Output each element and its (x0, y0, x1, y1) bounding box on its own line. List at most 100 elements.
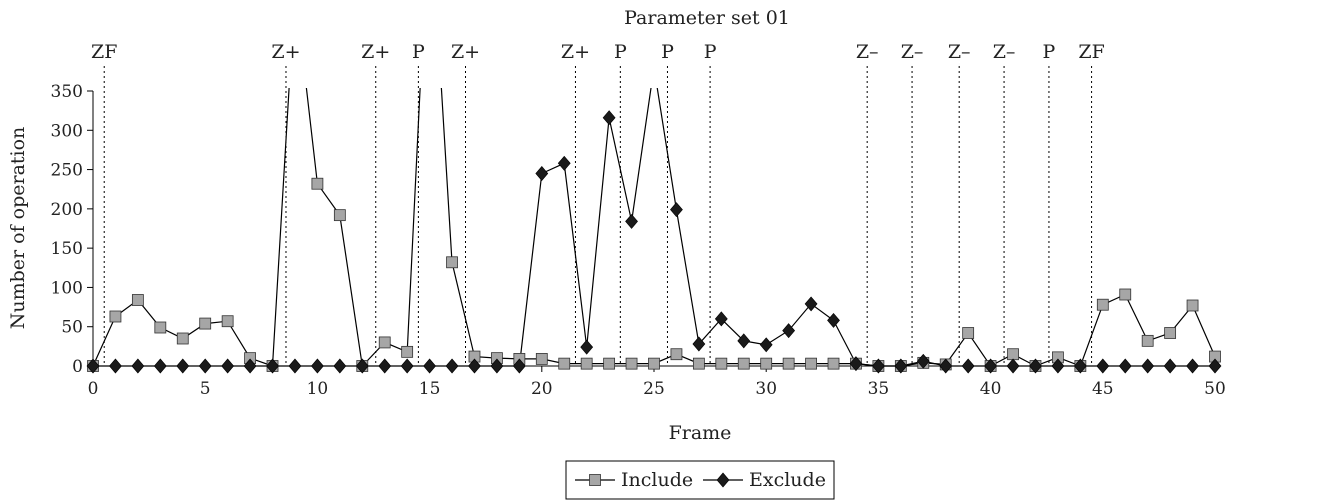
data-point-include (1007, 348, 1019, 361)
data-point-include (760, 357, 773, 370)
data-point-exclude (1051, 358, 1065, 374)
data-point-include (962, 327, 975, 339)
legend-label-include: Include (621, 469, 693, 491)
annotation-label: P (412, 41, 425, 63)
legend: Include Exclude (565, 460, 835, 500)
data-point-include (176, 332, 189, 345)
data-point-include (378, 336, 391, 349)
data-point-exclude (1006, 358, 1020, 374)
data-point-include (558, 357, 571, 370)
data-point-include (737, 357, 750, 370)
y-tick-label: 200 (51, 200, 83, 220)
series-line-exclude (93, 88, 1215, 367)
data-point-exclude (625, 213, 638, 229)
data-point-exclude (557, 155, 571, 171)
annotation-label: ZF (1078, 41, 1104, 63)
annotation-label: Z+ (451, 41, 480, 63)
data-point-exclude (176, 358, 190, 374)
annotation-label: P (661, 41, 674, 63)
y-axis-label: Number of operation (7, 127, 29, 330)
annotation-label: P (614, 41, 627, 63)
data-point-exclude (131, 358, 145, 374)
x-tick-label: 45 (1092, 379, 1114, 399)
data-point-exclude (1208, 358, 1222, 374)
data-point-exclude (849, 356, 863, 372)
data-point-exclude (378, 358, 392, 374)
data-point-exclude (288, 358, 302, 374)
data-point-exclude (1096, 358, 1110, 374)
x-ticks: 0 5 10 15 20 25 30 35 40 45 50 (88, 366, 1226, 399)
x-axis-label: Frame (669, 422, 732, 444)
legend-marker-exclude (716, 472, 730, 488)
data-point-exclude (445, 358, 459, 374)
y-tick-label: 300 (51, 121, 83, 141)
data-point-exclude (670, 202, 683, 218)
data-point-exclude (400, 358, 414, 374)
annotation-label: Z– (948, 41, 971, 63)
x-tick-label: 35 (868, 379, 890, 399)
x-tick-label: 40 (980, 379, 1002, 399)
x-tick-label: 15 (419, 379, 441, 399)
x-tick-label: 30 (755, 379, 777, 399)
legend-marker-include (589, 474, 601, 486)
data-point-exclude (109, 358, 122, 374)
x-tick-label: 10 (307, 379, 329, 399)
annotation-label: Z– (856, 41, 879, 63)
y-tick-label: 250 (51, 161, 83, 181)
data-point-exclude (1073, 358, 1087, 374)
data-point-include (827, 357, 840, 370)
data-point-include (1096, 298, 1109, 311)
data-point-exclude (1029, 358, 1042, 374)
annotation-label: Z+ (271, 41, 300, 63)
y-ticks: 0 50 100 150 200 250 300 350 (51, 82, 93, 377)
data-point-exclude (939, 358, 953, 374)
data-point-include (311, 177, 324, 190)
data-point-exclude (782, 323, 796, 339)
data-point-exclude (468, 358, 481, 374)
data-point-exclude (580, 339, 594, 355)
data-point-exclude (153, 358, 167, 374)
annotation-label: Z+ (561, 41, 590, 63)
data-point-exclude (423, 358, 436, 374)
data-point-exclude (86, 358, 100, 374)
data-point-exclude (221, 358, 235, 374)
data-point-exclude (804, 296, 818, 312)
x-tick-label: 20 (531, 379, 553, 399)
data-point-include (109, 310, 122, 323)
data-point-exclude (602, 110, 616, 126)
data-point-include (1186, 299, 1199, 312)
data-point-include (199, 317, 212, 330)
data-point-include (805, 357, 817, 370)
data-point-exclude (512, 358, 526, 374)
annotation-label: Z+ (361, 41, 390, 63)
data-point-include (154, 321, 167, 334)
data-point-exclude (1118, 358, 1132, 374)
marker-layer (86, 110, 1222, 374)
data-point-exclude (243, 358, 257, 374)
legend-label-exclude: Exclude (749, 469, 826, 491)
data-point-include (535, 353, 548, 365)
data-point-include (446, 256, 458, 269)
data-point-exclude (333, 358, 347, 374)
data-point-exclude (355, 358, 369, 374)
x-tick-label: 5 (200, 379, 211, 399)
data-point-exclude (714, 311, 728, 327)
y-tick-label: 0 (72, 357, 83, 377)
annotation-label: Z– (993, 41, 1016, 63)
data-point-exclude (737, 333, 751, 349)
data-point-exclude (827, 312, 840, 328)
data-point-include (1164, 327, 1177, 339)
y-tick-label: 350 (51, 82, 83, 102)
data-point-include (221, 315, 234, 328)
data-point-exclude (759, 337, 773, 353)
annotation-layer: ZF Z+ Z+ P Z+ Z+ P P P Z– Z– Z– Z– P ZF (91, 41, 1105, 366)
annotation-label: ZF (91, 41, 117, 63)
data-point-exclude (916, 353, 930, 369)
data-point-exclude (535, 166, 549, 181)
data-point-exclude (692, 336, 706, 352)
data-point-exclude (311, 358, 324, 374)
x-tick-label: 25 (643, 379, 665, 399)
chart-title: Parameter set 01 (624, 7, 790, 29)
data-point-include (1119, 288, 1132, 301)
data-point-include (580, 357, 593, 370)
